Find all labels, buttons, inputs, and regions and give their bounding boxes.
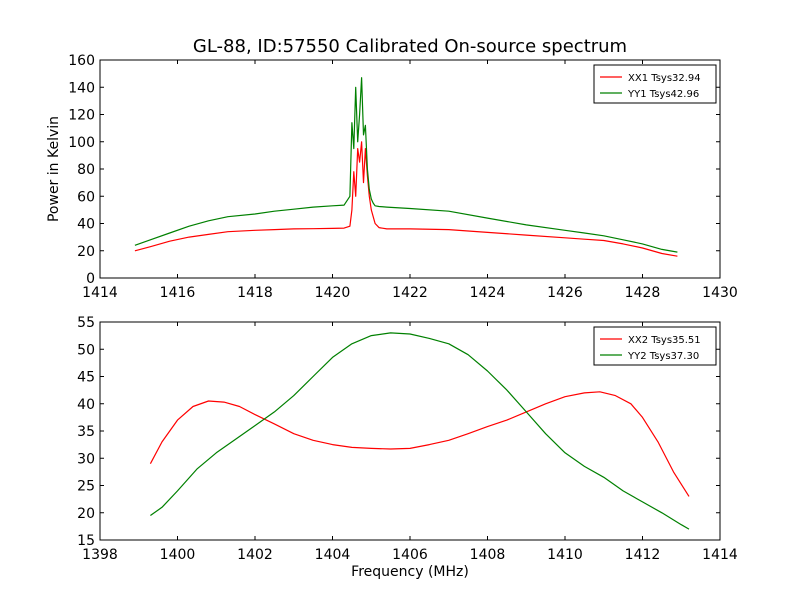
bottom-y-tick-label: 55: [77, 315, 95, 331]
bottom-x-tick-label: 1404: [315, 547, 351, 563]
bottom-plot: Frequency (MHz) 1398 1400 1402 1404 1406 1408…: [77, 315, 738, 580]
top-x-tick-label: 1426: [547, 285, 583, 301]
bottom-x-tick-label: 1408: [470, 547, 506, 563]
top-x-tick-label: 1420: [315, 285, 351, 301]
bottom-x-tick-label: 1402: [237, 547, 273, 563]
bottom-y-tick-label: 40: [77, 397, 95, 413]
top-legend-label: XX1 Tsys32.94: [628, 73, 701, 84]
bottom-x-axis-label: Frequency (MHz): [351, 564, 469, 580]
bottom-y-tick-label: 45: [77, 370, 95, 386]
bottom-y-tick-label: 25: [77, 479, 95, 495]
top-plot: Power in Kelvin 1414 1416 1418 1420 1422 1424…: [46, 53, 738, 301]
top-x-tick-label: 1414: [82, 285, 118, 301]
top-series-1-line: [134, 141, 678, 257]
top-legend: [593, 64, 717, 104]
bottom-x-tick-label: 1410: [547, 547, 583, 563]
top-x-tick-label: 1422: [392, 285, 428, 301]
top-y-tick-label: 40: [77, 217, 95, 233]
top-x-tick-label: 1424: [470, 285, 506, 301]
top-series-2-line: [134, 77, 678, 253]
top-y-tick-label: 60: [77, 189, 95, 205]
bottom-y-tick-label: 35: [77, 424, 95, 440]
bottom-y-tick-label: 15: [77, 533, 95, 549]
top-y-axis-label: Power in Kelvin: [46, 116, 62, 222]
bottom-series-1-line: [149, 391, 690, 497]
bottom-legend-label: YY2 Tsys37.30: [627, 351, 699, 362]
figure-title: GL-88, ID:57550 Calibrated On-source spe…: [193, 36, 627, 57]
bottom-x-tick-label: 1406: [392, 547, 428, 563]
top-y-tick-label: 140: [68, 80, 95, 96]
bottom-legend-label: XX2 Tsys35.51: [628, 335, 701, 346]
top-y-tick-label: 80: [77, 162, 95, 178]
bottom-y-tick-label: 50: [77, 342, 95, 358]
top-x-tick-label: 1428: [625, 285, 661, 301]
top-legend-label: YY1 Tsys42.96: [627, 89, 699, 100]
top-y-tick-label: 100: [68, 135, 95, 151]
bottom-y-tick-label: 30: [77, 451, 95, 467]
top-x-tick-label: 1418: [237, 285, 273, 301]
bottom-x-tick-label: 1414: [702, 547, 738, 563]
top-y-tick-label: 120: [68, 108, 95, 124]
bottom-x-tick-label: 1398: [82, 547, 118, 563]
bottom-x-tick-label: 1400: [160, 547, 196, 563]
top-x-tick-label: 1416: [160, 285, 196, 301]
bottom-x-tick-label: 1412: [625, 547, 661, 563]
bottom-series-2-line: [150, 332, 690, 530]
top-y-tick-label: 160: [68, 53, 95, 69]
bottom-y-tick-label: 20: [77, 506, 95, 522]
top-y-tick-label: 0: [86, 271, 95, 287]
top-x-tick-label: 1430: [702, 285, 738, 301]
bottom-legend: [593, 326, 717, 366]
top-y-tick-label: 20: [77, 244, 95, 260]
